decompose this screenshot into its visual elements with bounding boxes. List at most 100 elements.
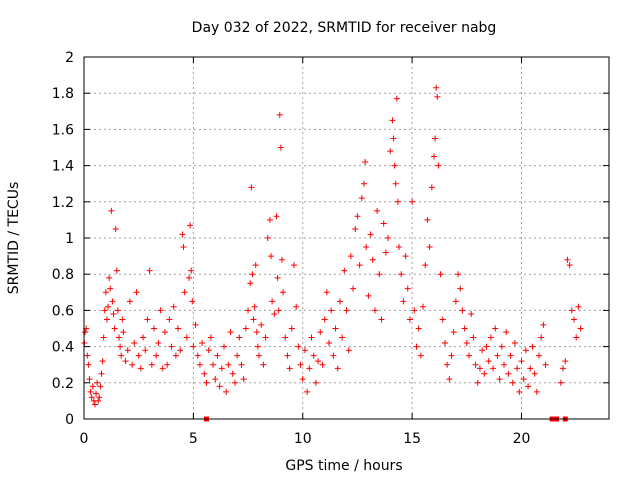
y-tick-label: 0.8	[52, 267, 74, 283]
data-point	[168, 343, 175, 350]
data-point	[413, 343, 420, 350]
data-point	[422, 262, 429, 269]
data-point	[356, 262, 363, 269]
data-point	[295, 343, 302, 350]
data-point	[135, 352, 142, 359]
data-point	[352, 225, 359, 232]
data-point	[531, 370, 538, 377]
data-point	[382, 249, 389, 256]
data-point	[301, 347, 308, 354]
axis-ticks: 00.20.40.60.811.21.41.61.820 5 10 15 20	[52, 50, 609, 447]
data-point	[571, 316, 577, 323]
data-point	[474, 379, 481, 386]
data-point	[192, 321, 199, 328]
data-point	[227, 329, 234, 336]
data-point	[183, 334, 190, 341]
y-tick-label: 1.6	[52, 122, 74, 138]
data-point	[122, 358, 129, 365]
data-point	[326, 339, 332, 346]
data-point	[417, 352, 424, 359]
data-point	[96, 394, 103, 401]
data-point	[89, 383, 96, 390]
data-point	[350, 285, 357, 292]
data-point	[87, 388, 94, 395]
data-point	[358, 195, 365, 202]
data-point	[361, 180, 367, 187]
data-point	[161, 329, 168, 336]
data-point	[119, 316, 126, 323]
data-point	[159, 365, 166, 372]
data-point	[277, 144, 284, 151]
data-point	[336, 298, 343, 305]
data-point	[424, 216, 431, 223]
data-point	[392, 180, 399, 187]
data-point	[97, 383, 104, 390]
data-point	[288, 325, 295, 332]
data-point	[94, 379, 101, 386]
data-point	[229, 370, 236, 377]
data-point	[85, 361, 92, 368]
data-point	[347, 253, 354, 260]
data-point	[575, 303, 582, 310]
data-point	[466, 352, 472, 359]
data-point	[317, 329, 324, 336]
data-point	[187, 222, 194, 229]
data-point	[498, 343, 505, 350]
data-points	[81, 84, 584, 422]
data-point	[518, 358, 525, 365]
data-point	[568, 307, 575, 314]
data-point	[120, 329, 127, 336]
data-point	[231, 379, 238, 386]
data-point	[250, 316, 257, 323]
data-point	[212, 376, 219, 383]
data-point	[387, 148, 394, 155]
data-point	[444, 361, 451, 368]
data-point	[225, 361, 232, 368]
data-point	[245, 307, 252, 314]
data-point	[437, 271, 444, 278]
data-point	[376, 271, 383, 278]
data-point	[146, 267, 153, 274]
data-point	[468, 311, 475, 318]
data-point	[557, 379, 564, 386]
data-point	[540, 321, 547, 328]
data-point	[133, 289, 140, 296]
data-point	[566, 262, 573, 269]
data-point	[100, 334, 107, 341]
data-point	[339, 334, 346, 341]
data-point	[84, 352, 91, 359]
data-point	[492, 325, 499, 332]
data-point	[398, 271, 405, 278]
data-point	[415, 325, 422, 332]
data-point	[391, 162, 398, 169]
data-point	[284, 352, 291, 359]
data-point	[86, 376, 93, 383]
data-point	[479, 347, 486, 354]
data-point	[514, 365, 521, 372]
x-tick-label: 0	[80, 431, 89, 447]
data-point	[520, 376, 527, 383]
data-point	[126, 298, 133, 305]
data-point	[332, 325, 339, 332]
data-point	[175, 325, 182, 332]
data-point	[218, 365, 225, 372]
data-point	[264, 235, 271, 241]
data-point	[236, 334, 243, 341]
data-point	[199, 339, 206, 346]
data-point	[181, 289, 188, 296]
data-point	[82, 329, 89, 336]
data-point	[420, 303, 427, 310]
data-point	[266, 216, 273, 223]
data-point	[253, 329, 260, 336]
y-tick-label: 1	[65, 231, 74, 247]
data-point	[562, 358, 569, 365]
data-point	[186, 274, 192, 281]
data-point	[190, 343, 197, 350]
data-point	[148, 361, 155, 368]
data-point	[308, 334, 315, 341]
data-point	[274, 274, 281, 281]
data-point	[404, 285, 411, 292]
data-point	[188, 267, 195, 274]
data-point	[262, 334, 269, 341]
data-point	[124, 347, 131, 354]
